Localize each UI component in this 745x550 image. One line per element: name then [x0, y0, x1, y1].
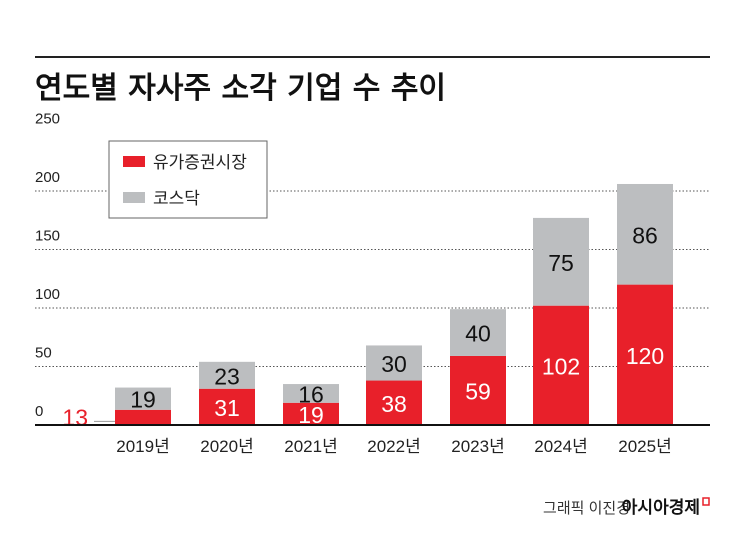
- data-label-kospi: 19: [298, 402, 324, 428]
- bar-kosdaq: [366, 345, 422, 381]
- bar-kosdaq: [450, 309, 506, 356]
- legend-swatch-kospi: [123, 156, 145, 167]
- x-tick-label: 2019년: [116, 437, 169, 456]
- bar-kospi: [617, 284, 673, 425]
- bar-kosdaq: [115, 387, 171, 410]
- credit-brand: 아시아경제: [622, 498, 700, 517]
- bar-kosdaq: [617, 183, 673, 285]
- x-tick-label: 2022년: [367, 437, 420, 456]
- x-tick-label: 2020년: [200, 437, 253, 456]
- y-tick-label: 150: [35, 228, 60, 245]
- x-tick-label: 2024년: [534, 437, 587, 456]
- chart-title: 연도별 자사주 소각 기업 수 추이: [35, 71, 446, 106]
- x-tick-label: 2023년: [451, 437, 504, 456]
- legend-swatch-kosdaq: [123, 192, 145, 203]
- bar-kospi: [366, 380, 422, 425]
- data-label-kospi: 31: [214, 395, 240, 421]
- data-label-kosdaq: 86: [632, 222, 658, 248]
- y-tick-label: 0: [35, 403, 43, 420]
- x-tick-label: 2025년: [618, 437, 671, 456]
- bar-kospi: [533, 305, 589, 425]
- data-label-kospi: 120: [626, 343, 664, 369]
- y-tick-label: 250: [35, 111, 60, 128]
- data-label-kosdaq: 19: [130, 387, 156, 413]
- data-label-kosdaq: 16: [298, 381, 324, 407]
- legend-label-kospi: 유가증권시장: [153, 153, 247, 172]
- credit-author: 그래픽 이진경: [543, 500, 630, 517]
- data-label-kospi: 38: [381, 391, 407, 417]
- brand-logo-icon: [702, 497, 710, 506]
- y-tick-label: 50: [35, 345, 52, 362]
- data-label-kospi: 102: [542, 353, 580, 379]
- x-tick-label: 2021년: [284, 437, 337, 456]
- data-label-kosdaq: 75: [548, 250, 574, 276]
- data-label-kospi: 13: [62, 404, 88, 430]
- legend-label-kosdaq: 코스닥: [153, 189, 200, 208]
- bar-kospi: [115, 409, 171, 425]
- data-label-kosdaq: 30: [381, 351, 407, 377]
- bar-kosdaq: [283, 384, 339, 403]
- legend: 유가증권시장 코스닥: [108, 140, 268, 219]
- legend-box: [108, 140, 268, 219]
- bar-kosdaq: [199, 361, 255, 389]
- data-label-kosdaq: 40: [465, 321, 491, 347]
- bar-kospi: [199, 388, 255, 425]
- y-tick-label: 100: [35, 286, 60, 303]
- bar-kosdaq: [533, 217, 589, 306]
- data-label-kosdaq: 23: [214, 363, 240, 389]
- y-tick-label: 200: [35, 169, 60, 186]
- bar-kospi: [450, 355, 506, 425]
- bar-kospi: [283, 402, 339, 425]
- data-label-kospi: 59: [465, 378, 491, 404]
